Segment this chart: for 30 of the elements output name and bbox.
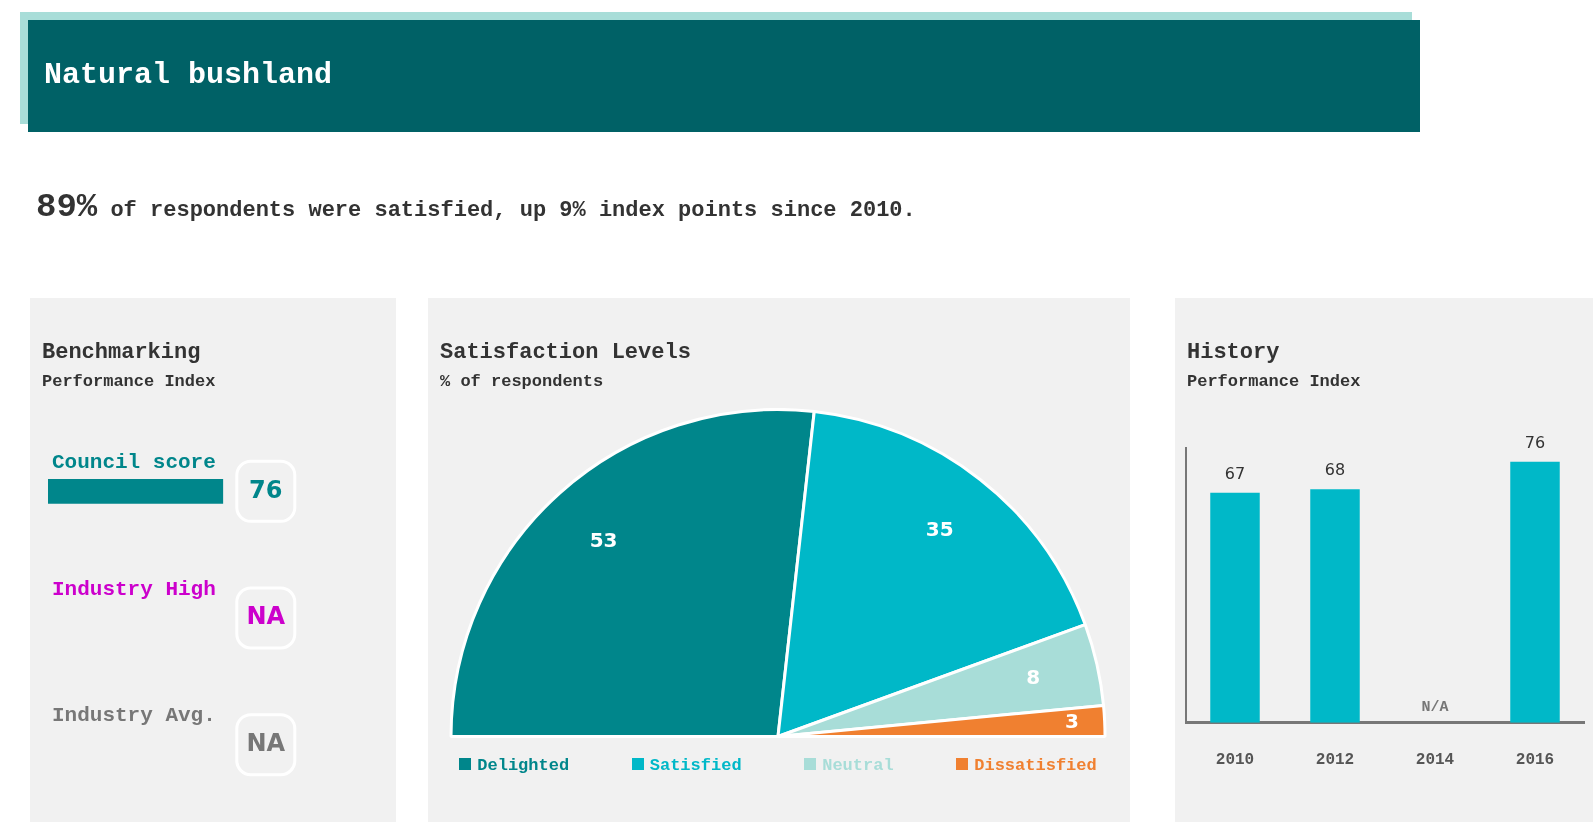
text: NA — [246, 728, 286, 757]
data-label: 53 — [589, 527, 618, 552]
chart-title: Satisfaction Levels — [440, 340, 691, 365]
data-label: 8 — [1026, 665, 1041, 690]
data-label: 68 — [1324, 460, 1346, 480]
chart-subtitle: % of respondents — [440, 372, 604, 391]
x-tick-label: 2012 — [1315, 751, 1355, 770]
chart-subtitle: Performance Index — [42, 372, 216, 391]
x-tick-label: 2016 — [1515, 751, 1555, 770]
data-label: 3 — [1065, 708, 1079, 733]
text: NA — [246, 602, 286, 631]
x-tick-label: 2014 — [1415, 751, 1455, 770]
legend-label: Delighted — [476, 756, 570, 775]
chart-title: History — [1187, 340, 1280, 365]
category-label: Industry Avg. — [52, 704, 216, 728]
chart-title: Benchmarking — [42, 340, 201, 365]
chart-subtitle: Performance Index — [1187, 372, 1361, 391]
x-tick-label: 2010 — [1215, 751, 1255, 770]
data-label: 76 — [249, 475, 283, 504]
data-label: 67 — [1224, 463, 1246, 483]
data-label: 76 — [1524, 432, 1546, 452]
text: 89% of respondents were satisfied, up 9% index points since 2010. — [36, 188, 916, 226]
text: Natural bushland — [44, 58, 333, 92]
category-label: Industry High — [52, 577, 216, 601]
legend-label: Satisfied — [648, 756, 742, 775]
legend-label: Dissatisfied — [973, 756, 1097, 775]
annotation: N/A — [1421, 699, 1449, 717]
data-label: 35 — [925, 517, 954, 542]
legend-label: Neutral — [821, 756, 894, 775]
category-label: Council score — [52, 451, 216, 475]
